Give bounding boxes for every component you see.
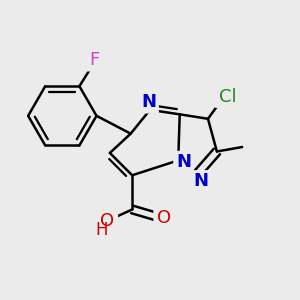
Text: N: N (193, 172, 208, 190)
Text: N: N (139, 92, 158, 112)
Text: H: H (93, 220, 110, 240)
Text: O: O (98, 211, 117, 231)
Text: O: O (157, 209, 171, 227)
Text: N: N (174, 152, 193, 172)
Text: N: N (191, 171, 210, 191)
Text: Cl: Cl (219, 88, 237, 106)
Text: N: N (176, 153, 191, 171)
Text: F: F (89, 51, 99, 69)
Text: F: F (87, 50, 102, 70)
Text: H: H (95, 221, 108, 239)
Text: O: O (154, 208, 173, 228)
Text: Cl: Cl (216, 87, 240, 107)
Text: O: O (100, 212, 115, 230)
Text: N: N (141, 93, 156, 111)
